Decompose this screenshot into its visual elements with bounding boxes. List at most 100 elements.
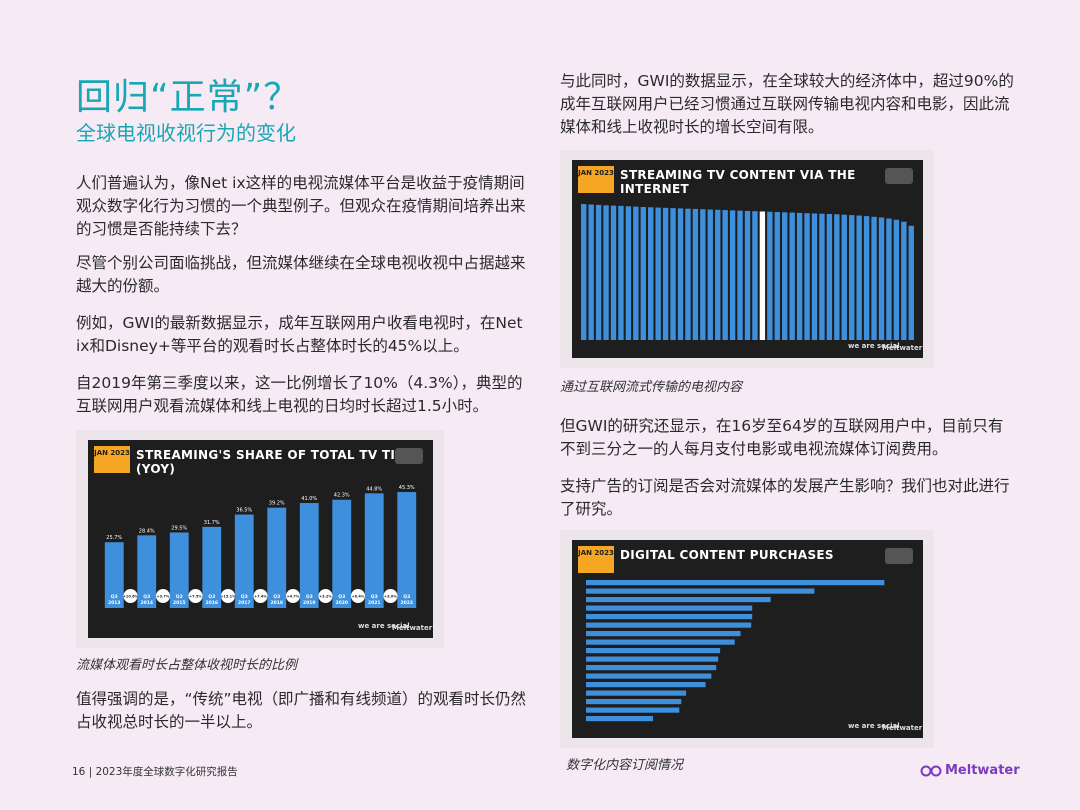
change-label: +4.7% [287,595,300,599]
bar [169,532,189,608]
change-label: +3.0% [384,595,397,599]
bar [901,221,907,340]
change-bubble [123,589,138,603]
meltwater-brand: Meltwater [945,763,1020,778]
bar [586,614,753,620]
bar [586,707,680,713]
category-label: Q3 [208,594,215,600]
bar [586,699,682,705]
bar [849,215,855,340]
category-label: Q3 [241,594,248,600]
bar [267,507,287,608]
bar [662,207,669,340]
we-are-social-logo: we are social [848,722,900,730]
bar [826,214,833,340]
bar [332,499,352,608]
bar [640,207,646,340]
chart-badge: JAN 2023 [578,546,614,573]
bar [789,212,795,340]
category-label: 2016 [205,600,218,606]
bar [581,204,587,340]
bar [586,690,687,696]
bar [863,216,870,340]
bar [715,209,721,340]
bar [811,213,818,340]
bar [586,588,815,594]
bar [878,217,885,340]
bar [104,542,124,608]
bar [744,210,751,340]
digital-content-bars [586,580,885,722]
category-label: Q3 [371,594,378,600]
bar-value-label: 25.7% [106,535,122,541]
bar [299,503,319,608]
change-bubble [253,589,268,603]
bar [819,213,825,340]
bar-value-label: 29.5% [171,525,187,531]
bar-value-label: 39.2% [269,501,285,507]
meltwater-brand-icon [920,765,942,777]
left-paragraph-3: 例如，GWI的最新数据显示，成年互联网用户收看电视时，在Net ix和Disne… [76,314,523,355]
bar [137,535,157,608]
bar [610,205,617,340]
bar [692,208,699,340]
bar [856,215,862,340]
bar [841,214,847,340]
change-label: +15.1% [220,595,236,599]
bar [633,206,639,340]
right-chart-panel-2: JAN 2023 DIGITAL CONTENT PURCHASES we ar… [560,530,934,748]
meltwater-logo: Meltwater [882,344,923,352]
bar [670,208,676,340]
bar [804,213,810,340]
right-chart-panel-1: JAN 2023 STREAMING TV CONTENT VIA THE IN… [560,150,934,368]
bar [782,212,788,340]
bar [586,656,719,662]
chart-badge: JAN 2023 [94,446,130,473]
change-label: +3.2% [319,595,332,599]
right-paragraph-1: 与此同时，GWI的数据显示，在全球较大的经济体中，超过90%的成年互联网用户已经… [560,72,1014,136]
bar [908,225,914,340]
category-label: 2022 [400,600,413,606]
world-map-icon [885,548,913,564]
bar [774,212,780,340]
category-label: Q3 [111,594,118,600]
right-chart-caption-1: 通过互联网流式传输的电视内容 [560,380,743,395]
bar [700,209,706,340]
bar-value-label: 44.8% [366,486,382,492]
chart-title: STREAMING'S SHARE OF TOTAL TV TIME (YOY) [136,448,416,476]
world-map-icon [395,448,423,464]
bar [603,205,609,340]
bar-value-label: 36.5% [236,508,252,514]
bar [586,597,771,603]
bar [893,219,900,340]
bar [586,648,721,654]
streaming-tv-bars [581,204,914,340]
bar [707,209,713,340]
category-label: Q3 [176,594,183,600]
category-label: Q3 [306,594,313,600]
left-paragraph-1: 人们普遍认为，像Net ix这样的电视流媒体平台是收益于疫情期间观众数字化行为习… [76,174,526,238]
streaming-share-chart: JAN 2023 STREAMING'S SHARE OF TOTAL TV T… [88,440,433,638]
bar [767,211,773,340]
bar [796,212,803,340]
bar [685,208,691,340]
bar-value-label: 41.0% [301,496,317,502]
change-label: +6.4% [352,595,365,599]
bar [588,204,594,340]
bar [618,205,624,340]
bar [759,211,766,340]
bar [397,492,417,608]
bar [364,493,384,608]
bar [729,210,736,340]
bar [834,214,840,340]
bar [586,622,752,628]
category-label: 2015 [173,600,186,606]
category-label: 2014 [140,600,153,606]
left-paragraph-2: 尽管个别公司面临挑战，但流媒体继续在全球电视收视中占据越来越大的份额。 [76,254,526,295]
bar [677,208,684,340]
streaming-tv-chart: JAN 2023 STREAMING TV CONTENT VIA THE IN… [572,160,923,358]
bar [586,631,741,637]
right-paragraph-3: 支持广告的订阅是否会对流媒体的发展产生影响？我们也对此进行了研究。 [560,477,1010,518]
category-label: Q3 [273,594,280,600]
left-chart-panel: JAN 2023 STREAMING'S SHARE OF TOTAL TV T… [76,430,444,648]
